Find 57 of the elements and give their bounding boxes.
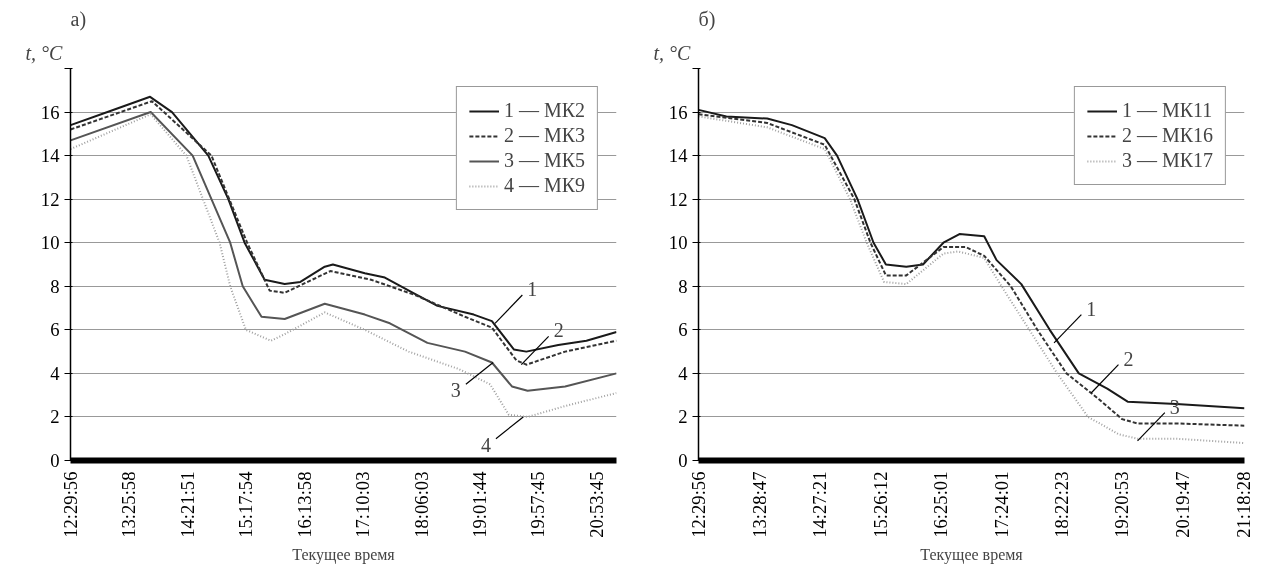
legend-label: 2 — МК16 xyxy=(1121,124,1213,147)
chart-title: а) xyxy=(70,7,87,31)
y-tick-label: 16 xyxy=(668,101,688,123)
x-tick-label: 13:28:47 xyxy=(748,471,770,538)
y-tick-label: 16 xyxy=(40,101,60,123)
y-tick-label: 12 xyxy=(40,188,60,210)
y-tick-label: 4 xyxy=(50,362,61,384)
y-axis-title: t, °C xyxy=(653,41,692,64)
y-tick-label: 4 xyxy=(678,362,689,384)
x-tick-label: 18:06:03 xyxy=(410,471,432,538)
y-tick-label: 8 xyxy=(50,275,60,297)
chart-title: б) xyxy=(698,7,716,31)
legend-label: 4 — МК9 xyxy=(503,174,585,197)
y-tick-label: 14 xyxy=(668,145,689,167)
x-tick-label: 20:19:47 xyxy=(1172,471,1194,538)
y-axis-title: t, °C xyxy=(25,41,64,64)
legend-label: 1 — МК2 xyxy=(503,99,585,122)
y-tick-label: 2 xyxy=(678,406,688,428)
y-tick-label: 14 xyxy=(40,145,61,167)
annotation: 2 xyxy=(553,319,564,342)
x-axis-title: Текущее время xyxy=(920,545,1024,564)
y-tick-label: 0 xyxy=(50,450,60,471)
x-tick-label: 12:29:56 xyxy=(60,471,81,538)
x-tick-label: 15:17:54 xyxy=(235,470,257,538)
legend-label: 3 — МК5 xyxy=(503,149,585,172)
y-tick-label: 8 xyxy=(678,275,688,297)
x-tick-label: 13:25:58 xyxy=(118,471,140,538)
x-tick-label: 20:53:45 xyxy=(585,471,607,538)
legend-label: 1 — МК11 xyxy=(1121,99,1213,122)
annotation: 1 xyxy=(527,277,538,300)
x-axis-title: Текущее время xyxy=(292,545,396,564)
y-tick-label: 12 xyxy=(668,188,688,210)
y-tick-label: 10 xyxy=(40,232,60,254)
y-tick-label: 10 xyxy=(668,232,688,254)
x-tick-label: 12:29:56 xyxy=(688,471,709,538)
legend-label: 2 — МК3 xyxy=(503,124,585,147)
x-tick-label: 18:22:23 xyxy=(1051,471,1073,538)
y-tick-label: 6 xyxy=(50,319,60,341)
x-tick-label: 15:26:12 xyxy=(869,471,891,538)
annotation: 3 xyxy=(450,379,461,402)
x-tick-label: 21:18:28 xyxy=(1232,471,1254,538)
x-tick-label: 19:01:44 xyxy=(468,470,490,538)
x-tick-label: 16:25:01 xyxy=(930,471,952,538)
x-tick-label: 17:24:01 xyxy=(991,471,1013,538)
x-tick-label: 14:27:21 xyxy=(808,471,830,538)
annotation: 4 xyxy=(480,433,491,456)
x-tick-label: 17:10:03 xyxy=(352,471,374,538)
y-tick-label: 0 xyxy=(678,450,688,471)
annotation: 2 xyxy=(1123,347,1134,370)
x-tick-label: 19:20:53 xyxy=(1111,471,1133,538)
annotation: 1 xyxy=(1086,297,1097,320)
legend-label: 3 — МК17 xyxy=(1121,149,1213,172)
x-tick-label: 19:57:45 xyxy=(527,471,549,538)
x-tick-label: 16:13:58 xyxy=(293,471,315,538)
x-tick-label: 14:21:51 xyxy=(176,471,198,538)
y-tick-label: 6 xyxy=(678,319,688,341)
y-tick-label: 2 xyxy=(50,406,60,428)
